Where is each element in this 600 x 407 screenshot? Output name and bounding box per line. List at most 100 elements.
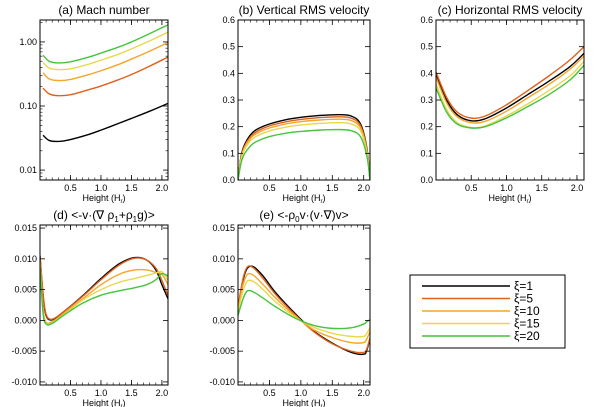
legend-item: ξ=20 [422,329,540,343]
chart-panel-3: 0.5 1.0 1.5 2.0 0.0 0.1 0.2 0.3 0.4 0.5 0.6 Height … [420,3,585,205]
y-tick-label: 0.010 [14,254,37,264]
y-tick-label: 0.4 [420,68,433,78]
y-tick-label: 0.0 [222,175,235,185]
series-line-xi5 [436,46,584,120]
series-line-xi15 [42,31,168,71]
plot-frame [39,224,169,386]
y-tick-label: 0.2 [420,122,433,132]
series-line-xi15 [238,279,370,338]
series-line-xi5 [238,116,370,180]
x-axis-label: Height (Hr) [82,398,125,407]
chart-title: (e) <-ρ0v·(v·∇)v> [259,208,348,224]
y-tick-label: 0.3 [420,95,433,105]
y-tick-label: 0.1 [222,148,235,158]
plot-frame [435,19,585,181]
y-tick-label: 0.000 [14,315,37,325]
series-line-xi15 [436,60,584,129]
series-line-xi10 [436,55,584,124]
legend: ξ=1ξ=5ξ=10ξ=15ξ=20 [409,274,566,349]
legend-label: ξ=5 [514,292,533,306]
y-tick-label: 0.6 [222,15,235,25]
legend-item: ξ=10 [422,304,540,318]
x-tick-label: 1.0 [295,388,308,398]
x-axis-label: Height (Hr) [282,398,325,407]
chart-panel-5: 0.5 1.0 1.5 2.0 -0.010 -0.005 0.000 0.005 0.010 0… [209,208,371,407]
series-line-xi1 [42,102,168,143]
x-tick-label: 1.5 [125,388,138,398]
series-line-xi10 [42,41,168,82]
series-line-xi10 [238,118,370,180]
series-line-xi1 [238,265,370,356]
x-tick-label: 1.0 [295,183,308,193]
chart-title: (a) Mach number [58,3,149,17]
y-tick-label: 0.015 [212,223,235,233]
x-axis-label: Height (Hr) [488,193,531,205]
legend-item: ξ=15 [422,317,540,331]
series-line-xi5 [238,265,370,354]
legend-label: ξ=1 [514,279,533,293]
x-tick-label: 1.0 [500,183,513,193]
x-tick-label: 0.5 [263,388,276,398]
series-line-xi5 [42,56,168,97]
y-tick-label: 0.000 [212,315,235,325]
x-tick-label: 2.0 [156,388,169,398]
x-tick-label: 0.5 [64,183,77,193]
y-tick-label: 0.5 [222,42,235,52]
legend-label: ξ=15 [514,317,540,331]
plot-frame [237,224,371,386]
x-tick-label: 2.0 [357,183,370,193]
x-tick-label: 1.0 [95,183,108,193]
y-tick-label: -0.005 [11,346,37,356]
x-tick-label: 2.0 [357,388,370,398]
series-line-xi15 [238,121,370,180]
x-tick-label: 1.5 [125,183,138,193]
y-tick-label: -0.010 [11,377,37,387]
legend-label: ξ=10 [514,304,540,318]
plot-frame [237,19,371,181]
y-tick-label: 0.0 [420,175,433,185]
x-tick-label: 1.5 [326,388,339,398]
x-tick-label: 0.5 [64,388,77,398]
y-tick-label: 0.4 [222,68,235,78]
y-tick-label: 0.005 [14,285,37,295]
x-tick-label: 1.5 [326,183,339,193]
x-tick-label: 0.5 [465,183,478,193]
y-tick-label: 1.00 [19,37,37,47]
series-line-xi5 [40,255,168,320]
y-tick-label: -0.005 [209,346,235,356]
y-tick-label: -0.010 [209,377,235,387]
y-tick-label: 0.005 [212,285,235,295]
chart-panel-1: 0.5 1.0 1.5 2.0 0.01 0.10 1.00 Height (Hr) (a) M… [19,3,169,205]
legend-item: ξ=1 [422,279,533,293]
y-tick-label: 0.2 [222,122,235,132]
y-tick-label: 0.6 [420,15,433,25]
chart-panel-4: 0.5 1.0 1.5 2.0 -0.010 -0.005 0.000 0.005 0.010 0… [11,208,169,407]
series-line-xi20 [42,24,168,64]
chart-title: (c) Horizontal RMS velocity [438,3,583,17]
y-tick-label: 0.010 [212,254,235,264]
x-tick-label: 2.0 [156,183,169,193]
x-tick-label: 0.5 [263,183,276,193]
x-tick-label: 1.5 [535,183,548,193]
y-tick-label: 0.5 [420,42,433,52]
y-tick-label: 0.01 [19,165,37,175]
series-line-xi10 [40,261,168,325]
chart-title: (d) <-v·(∇ ρ1+ρ1g)> [53,208,155,224]
plot-frame [39,19,169,181]
series-line-xi10 [238,272,370,344]
y-tick-label: 0.3 [222,95,235,105]
legend-label: ξ=20 [514,329,540,343]
x-axis-label: Height (Hr) [82,193,125,205]
series-line-xi20 [436,64,584,129]
y-tick-label: 0.10 [19,101,37,111]
series-line-xi20 [40,266,168,326]
legend-item: ξ=5 [422,292,533,306]
y-tick-label: 0.015 [14,223,37,233]
chart-title: (b) Vertical RMS velocity [239,3,370,17]
series-line-xi1 [436,52,584,122]
x-axis-label: Height (Hr) [282,193,325,205]
y-tick-label: 0.1 [420,148,433,158]
series-line-xi20 [238,289,370,330]
chart-panel-2: 0.5 1.0 1.5 2.0 0.0 0.1 0.2 0.3 0.4 0.5 0.6 Height … [222,3,371,205]
